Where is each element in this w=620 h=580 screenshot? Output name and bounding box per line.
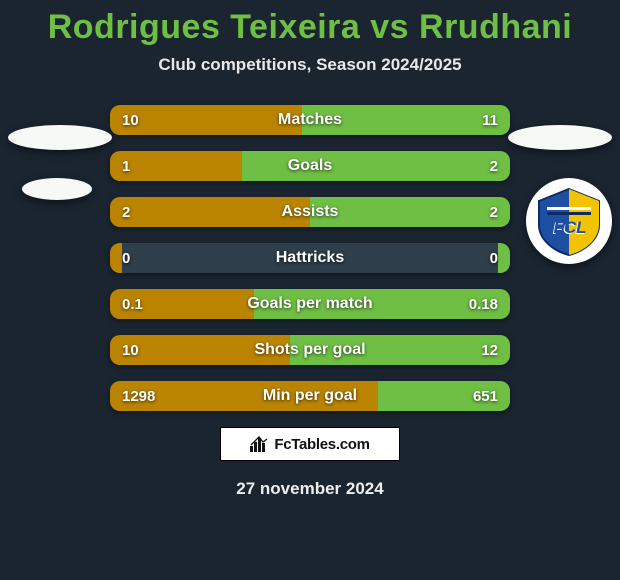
right-club-crest: FCL FCL: [526, 178, 612, 264]
bar-fill-right: [378, 381, 510, 411]
bar-fill-right: [290, 335, 510, 365]
bar-fill-right: [242, 151, 510, 181]
bar-row: 0.10.18Goals per match: [110, 289, 510, 319]
bar-fill-right: [498, 243, 510, 273]
brand-badge: FcTables.com: [220, 427, 400, 461]
bar-row: 1012Shots per goal: [110, 335, 510, 365]
bar-fill-left: [110, 197, 310, 227]
bar-row: 22Assists: [110, 197, 510, 227]
bar-fill-left: [110, 289, 254, 319]
comparison-bars: 1011Matches 12Goals 22Assists 00Hattricks 0.…: [110, 105, 510, 411]
bar-fill-left: [110, 105, 302, 135]
left-player-badge-1: [8, 125, 112, 150]
bar-fill-right: [254, 289, 510, 319]
bar-row: 00Hattricks: [110, 243, 510, 273]
bar-fill-left: [110, 335, 290, 365]
club-crest-fcl-icon: FCL FCL: [533, 185, 605, 257]
bar-fill-left: [110, 381, 378, 411]
brand-text: FcTables.com: [274, 436, 369, 453]
bar-fill-right: [310, 197, 510, 227]
right-player-badge-1: [508, 125, 612, 150]
page-title: Rodrigues Teixeira vs Rrudhani: [0, 0, 620, 47]
bar-chart-icon: [250, 436, 268, 452]
left-player-badge-2: [22, 178, 92, 200]
bar-fill-left: [110, 243, 122, 273]
svg-text:FCL: FCL: [553, 218, 586, 237]
bar-row: 12Goals: [110, 151, 510, 181]
bar-row: 1298651Min per goal: [110, 381, 510, 411]
bar-track: [110, 243, 510, 273]
bar-row: 1011Matches: [110, 105, 510, 135]
bar-fill-right: [302, 105, 510, 135]
page-subtitle: Club competitions, Season 2024/2025: [0, 55, 620, 75]
footer-date: 27 november 2024: [0, 479, 620, 499]
bar-fill-left: [110, 151, 242, 181]
